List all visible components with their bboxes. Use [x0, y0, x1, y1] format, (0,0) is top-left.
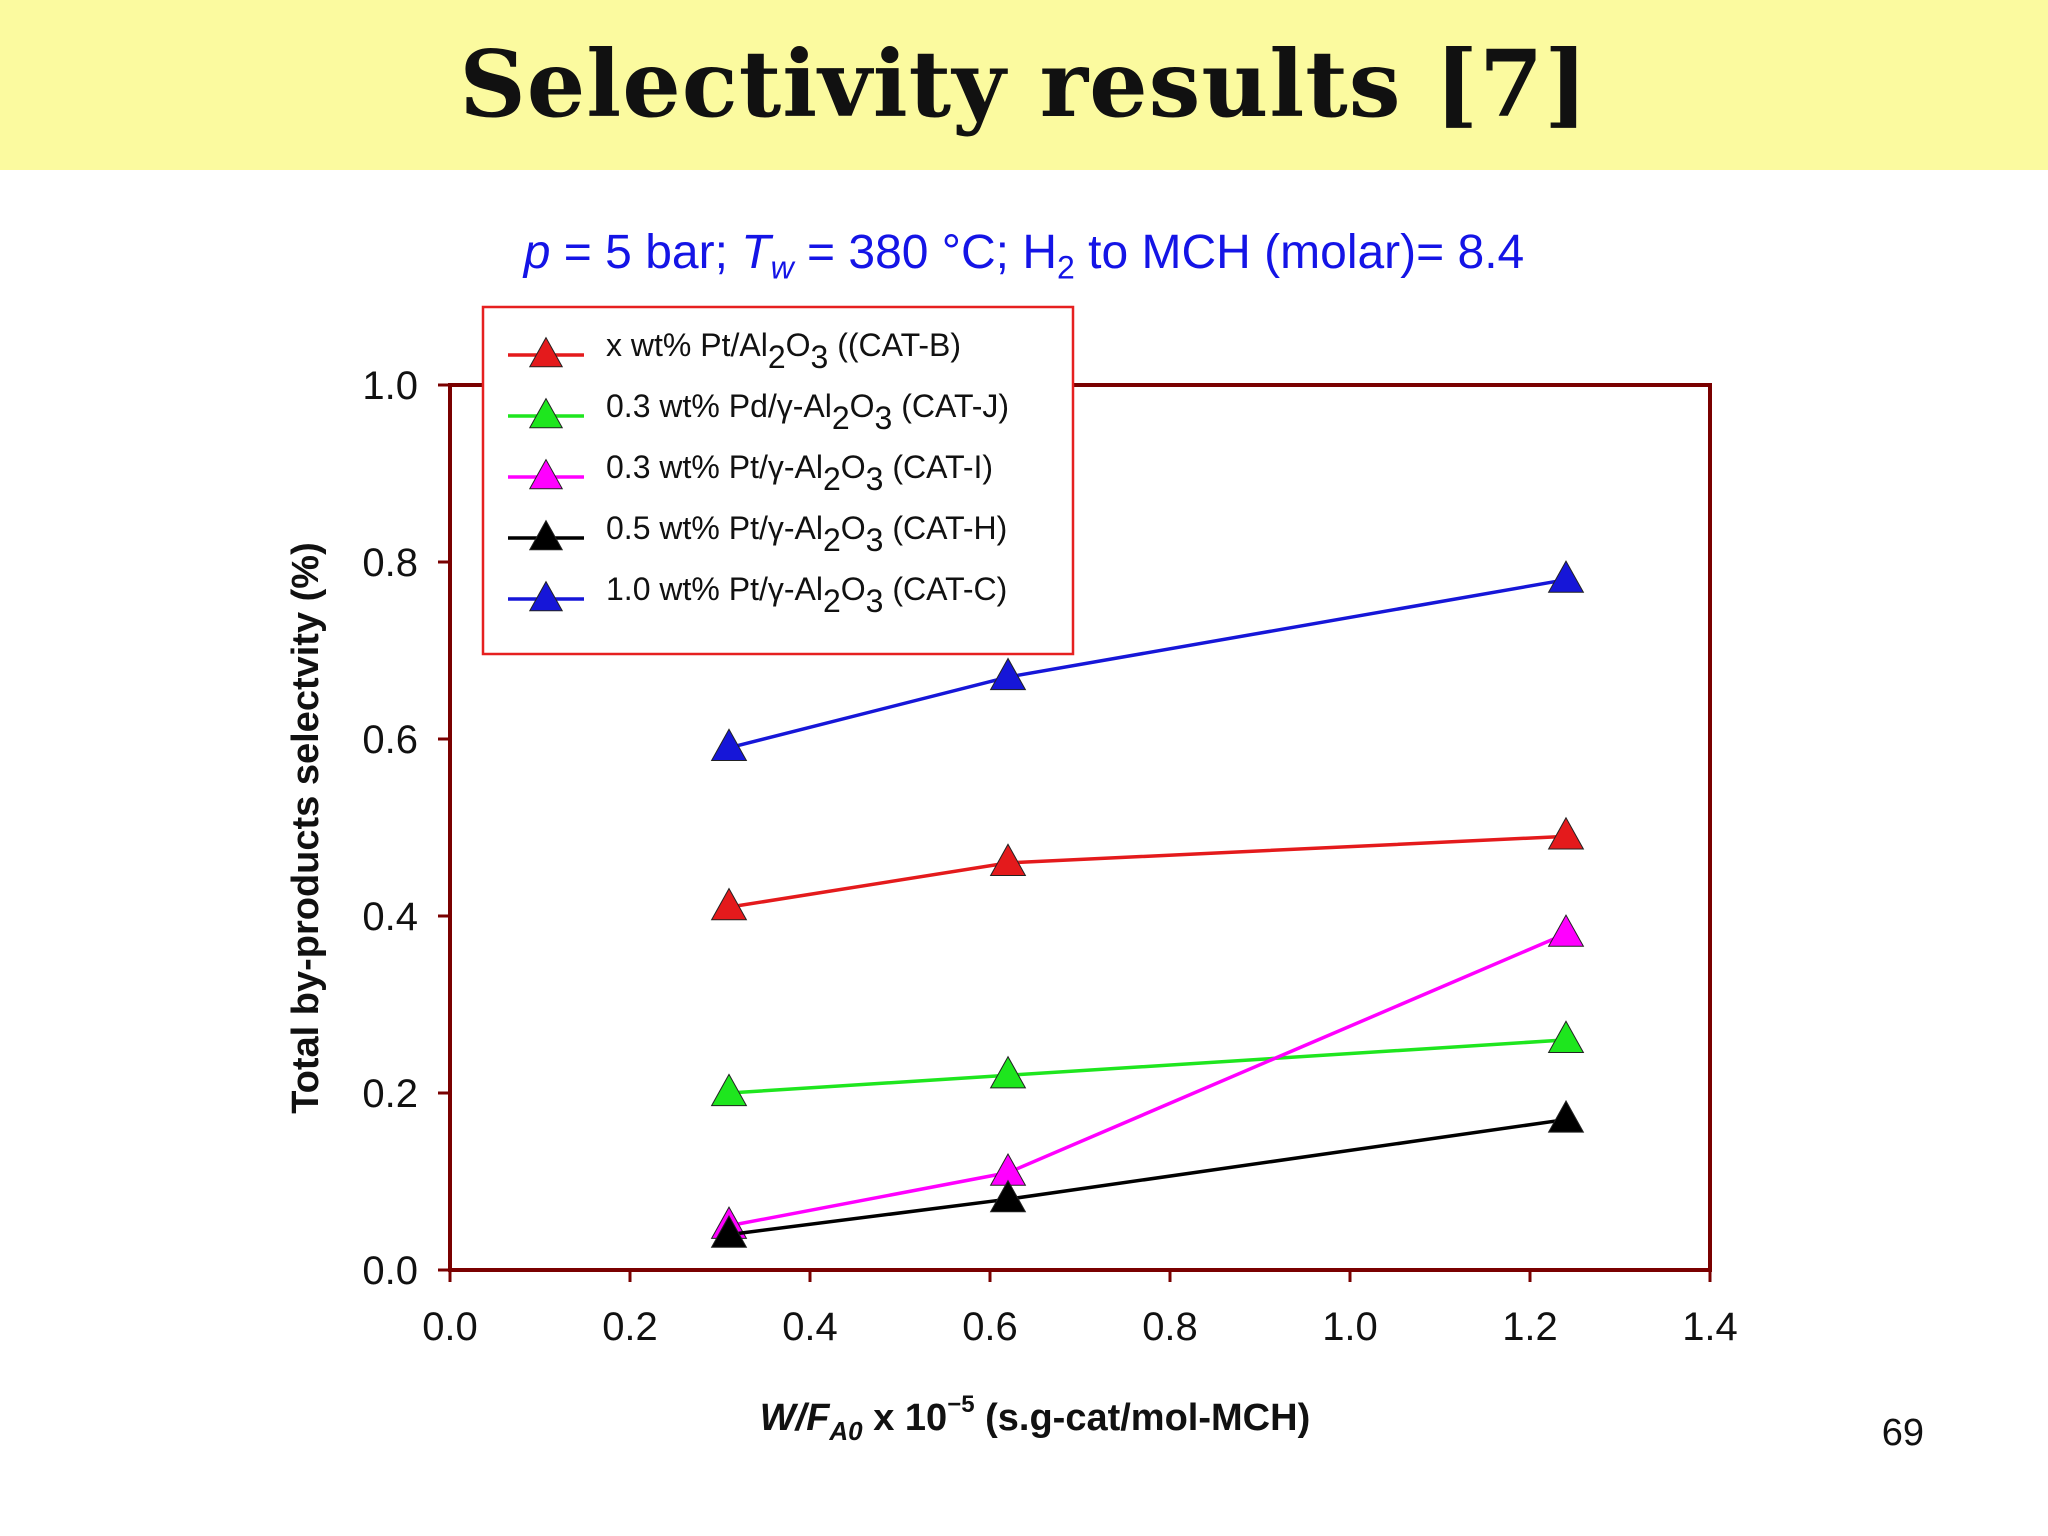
x-axis-title: W/FA0 x 10−5 (s.g-cat/mol-MCH) — [760, 1391, 1310, 1446]
x-tick-label: 0.4 — [782, 1305, 838, 1349]
legend-marker-cat-c — [528, 580, 564, 612]
slide-title: Selectivity results [7] — [459, 30, 1589, 138]
legend-label-cat-i: 0.3 wt% Pt/γ-Al2O3 (CAT-I) — [606, 449, 993, 497]
legend-label-cat-c: 1.0 wt% Pt/γ-Al2O3 (CAT-C) — [606, 571, 1007, 619]
title-band — [0, 0, 2048, 170]
x-tick-label: 0.0 — [422, 1305, 478, 1349]
data-point-cat-i — [1547, 914, 1585, 947]
y-tick-label: 0.2 — [362, 1072, 418, 1116]
data-point-cat-b — [710, 887, 748, 921]
data-point-cat-c — [1547, 560, 1585, 593]
legend-box — [481, 305, 1075, 656]
temperature-symbol: T — [741, 226, 771, 279]
legend-marker-cat-b — [528, 336, 564, 368]
temperature-subscript: w — [770, 249, 794, 286]
pressure-text: = 5 bar; — [550, 226, 742, 279]
y-tick-label: 1.0 — [362, 364, 418, 408]
legend-label-cat-j: 0.3 wt% Pd/γ-Al2O3 (CAT-J) — [606, 388, 1009, 436]
ratio-text: to MCH (molar)= 8.4 — [1074, 226, 1525, 279]
data-point-cat-h — [710, 1214, 748, 1248]
y-tick-label: 0.8 — [362, 541, 418, 585]
legend-marker-cat-i — [528, 458, 564, 490]
pressure-symbol: p — [523, 226, 551, 279]
legend-label-cat-h: 0.5 wt% Pt/γ-Al2O3 (CAT-H) — [606, 510, 1007, 558]
hydrogen-subscript: 2 — [1057, 249, 1075, 286]
data-point-cat-c — [710, 728, 748, 761]
legend-marker-cat-h — [528, 519, 564, 551]
x-tick-label: 1.0 — [1322, 1305, 1378, 1349]
x-tick-label: 0.6 — [962, 1305, 1018, 1349]
data-point-cat-h — [989, 1179, 1027, 1213]
y-axis-title: Total by-products selectvity (%) — [285, 542, 327, 1114]
data-point-cat-c — [989, 657, 1027, 691]
legend-marker-cat-j — [528, 397, 564, 429]
data-point-cat-b — [1547, 816, 1585, 850]
legend-label-cat-b: x wt% Pt/Al2O3 ((CAT-B) — [606, 327, 961, 375]
y-tick-label: 0.6 — [362, 718, 418, 762]
temperature-text: = 380 °C; H — [793, 226, 1057, 279]
data-point-cat-j — [710, 1073, 748, 1107]
x-tick-label: 0.8 — [1142, 1305, 1198, 1349]
page-number: 69 — [1881, 1412, 1924, 1454]
y-tick-label: 0.4 — [362, 895, 418, 939]
data-point-cat-j — [989, 1055, 1027, 1089]
x-tick-label: 1.4 — [1682, 1305, 1738, 1349]
y-tick-label: 0.0 — [362, 1249, 418, 1293]
chart-conditions: p = 5 bar; Tw = 380 °C; H2 to MCH (molar… — [0, 225, 2048, 287]
data-point-cat-b — [989, 843, 1027, 876]
x-tick-label: 0.2 — [602, 1305, 658, 1349]
data-point-cat-h — [1547, 1099, 1585, 1133]
data-point-cat-j — [1547, 1020, 1585, 1053]
x-tick-label: 1.2 — [1502, 1305, 1558, 1349]
